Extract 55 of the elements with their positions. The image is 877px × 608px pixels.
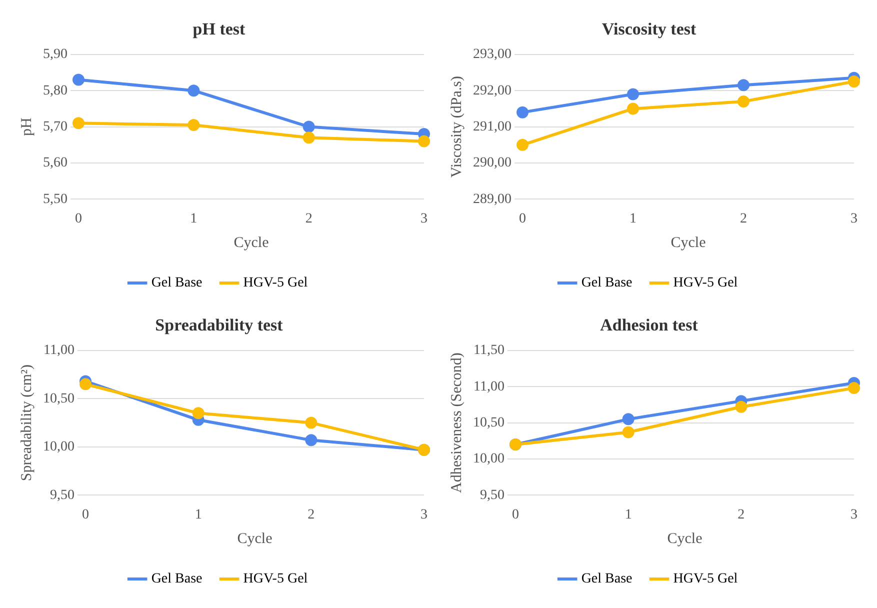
legend-label: HGV-5 Gel — [243, 276, 308, 291]
y-tick-label: 5,60 — [43, 156, 68, 171]
y-axis-title: Adhesiveness (Second) — [448, 352, 465, 493]
chart-title: Viscosity test — [602, 20, 696, 39]
y-tick-label: 10,50 — [473, 415, 504, 430]
x-tick-label: 1 — [194, 507, 202, 522]
legend-label: HGV-5 Gel — [243, 572, 308, 587]
y-tick-label: 289,00 — [473, 192, 512, 207]
y-tick-label: 10,50 — [43, 391, 74, 406]
x-tick-label: 2 — [305, 211, 312, 226]
x-tick-label: 2 — [738, 507, 745, 522]
x-tick-label: 0 — [519, 211, 526, 226]
legend-label: Gel Base — [581, 572, 632, 587]
x-tick-label: 3 — [420, 507, 428, 522]
legend-label: Gel Base — [581, 276, 632, 291]
x-tick-label: 2 — [740, 211, 747, 226]
y-tick-label: 5,50 — [43, 192, 68, 207]
x-tick-label: 3 — [850, 211, 858, 226]
x-tick-label: 1 — [630, 211, 636, 226]
y-tick-label: 291,00 — [473, 119, 512, 134]
y-tick-label: 10,00 — [43, 440, 74, 455]
y-tick-label: 290,00 — [473, 156, 512, 171]
legend-label: HGV-5 Gel — [673, 276, 738, 291]
x-tick-label: 1 — [624, 507, 632, 522]
y-tick-label: 5,70 — [43, 119, 68, 134]
x-tick-label: 3 — [420, 211, 428, 226]
x-axis-title: Cycle — [667, 530, 703, 547]
x-axis-title: Cycle — [234, 234, 270, 251]
x-tick-label: 2 — [308, 507, 315, 522]
x-tick-label: 0 — [75, 211, 82, 226]
y-tick-label: 9,50 — [480, 488, 504, 503]
x-tick-label: 0 — [82, 507, 89, 522]
legend-label: HGV-5 Gel — [673, 572, 738, 587]
legend-label: Gel Base — [151, 572, 202, 587]
x-tick-label: 0 — [512, 507, 519, 522]
y-axis-title: Viscosity (dPa.s) — [448, 76, 465, 178]
y-tick-label: 9,50 — [50, 488, 74, 503]
legend-label: Gel Base — [151, 276, 202, 291]
y-axis-title: Spreadability (cm²) — [18, 364, 35, 482]
x-axis-title: Cycle — [237, 530, 273, 547]
y-tick-label: 10,00 — [473, 452, 504, 467]
x-tick-label: 3 — [850, 507, 858, 522]
y-tick-label: 292,00 — [473, 83, 512, 98]
y-tick-label: 5,90 — [43, 47, 68, 62]
chart-title: pH test — [192, 20, 246, 39]
y-tick-label: 5,80 — [43, 83, 68, 98]
y-tick-label: 293,00 — [473, 47, 512, 62]
y-tick-label: 11,00 — [474, 379, 504, 394]
y-tick-label: 11,00 — [44, 343, 74, 358]
x-tick-label: 1 — [190, 211, 198, 226]
chart-title: Spreadability test — [155, 316, 284, 335]
y-tick-label: 11,50 — [474, 343, 504, 358]
chart-title: Adhesion test — [600, 316, 698, 335]
x-axis-title: Cycle — [670, 234, 706, 251]
y-axis-title: pH — [18, 117, 35, 136]
